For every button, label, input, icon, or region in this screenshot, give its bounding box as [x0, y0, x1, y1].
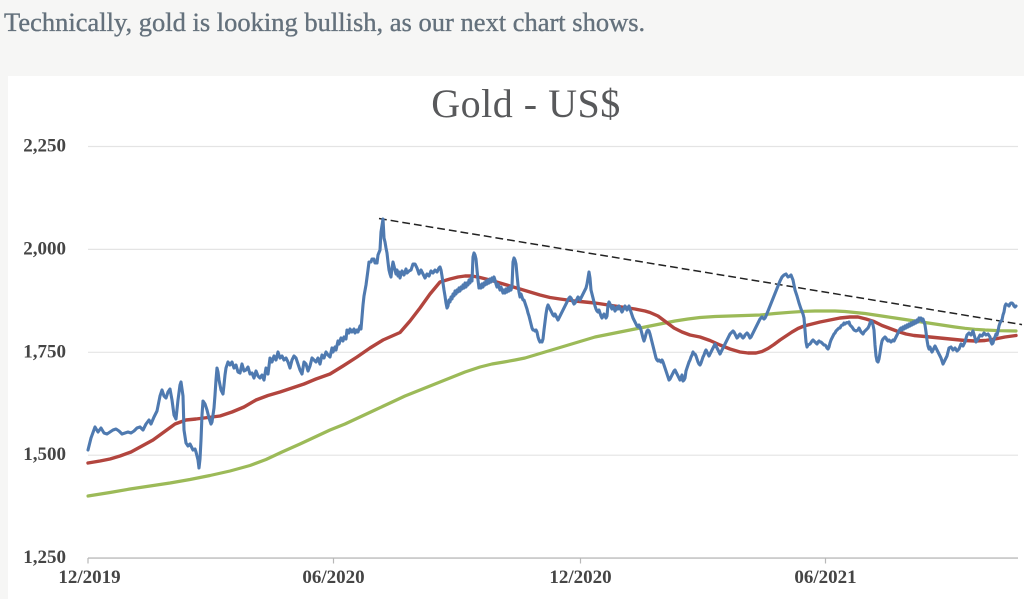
svg-text:12/2020: 12/2020: [549, 567, 611, 588]
svg-text:1,250: 1,250: [23, 547, 66, 568]
svg-text:Gold - US$: Gold - US$: [431, 81, 620, 126]
svg-text:2,250: 2,250: [23, 136, 66, 157]
svg-text:2,000: 2,000: [23, 238, 66, 259]
svg-text:1,750: 1,750: [23, 341, 66, 362]
svg-text:12/2019: 12/2019: [58, 567, 120, 588]
svg-text:1,500: 1,500: [23, 444, 66, 465]
svg-text:06/2020: 06/2020: [302, 567, 364, 588]
svg-text:06/2021: 06/2021: [794, 567, 856, 588]
